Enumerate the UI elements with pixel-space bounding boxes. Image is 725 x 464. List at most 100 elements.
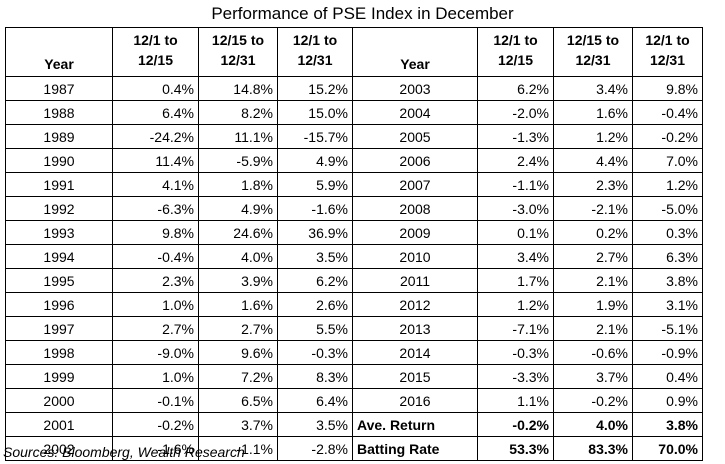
header-row: Year 12/1 to 12/15 12/15 to 12/31 12/1 to 1… <box>5 27 703 77</box>
dec-1-15-cell: -0.2% <box>112 412 199 437</box>
dec-15-31-cell: 4.9% <box>198 196 278 221</box>
year-cell: 1996 <box>5 292 113 317</box>
year-cell: 2015 <box>352 364 478 389</box>
dec-1-15-cell: -6.3% <box>112 196 199 221</box>
year-cell: 2016 <box>352 388 478 413</box>
dec-1-31-cell: -15.7% <box>277 124 353 149</box>
dec-1-15-cell: 1.7% <box>477 268 554 293</box>
performance-table: Year 12/1 to 12/15 12/15 to 12/31 12/1 to 1… <box>5 27 703 461</box>
header-period-1-left: 12/1 to 12/15 <box>112 27 199 77</box>
table-title: Performance of PSE Index in December <box>211 4 514 23</box>
dec-1-31-cell: -0.4% <box>632 100 703 125</box>
dec-1-15-cell: -2.0% <box>477 100 554 125</box>
dec-15-31-cell: 4.0% <box>553 412 633 437</box>
dec-15-31-cell: 8.2% <box>198 100 278 125</box>
header-year-right: Year <box>352 27 478 77</box>
year-cell: 1988 <box>5 100 113 125</box>
table-row: 1992 -6.3% 4.9% -1.6% 2008 -3.0% -2.1% -5.0% <box>5 196 703 221</box>
dec-15-31-cell: 1.8% <box>198 172 278 197</box>
dec-15-31-cell: 2.7% <box>198 316 278 341</box>
table-row: 1990 11.4% -5.9% 4.9% 2006 2.4% 4.4% 7.0% <box>5 148 703 173</box>
header-period-2-right: 12/15 to 12/31 <box>553 27 633 77</box>
dec-15-31-cell: 11.1% <box>198 124 278 149</box>
dec-15-31-cell: 2.3% <box>553 172 633 197</box>
dec-15-31-cell: 1.9% <box>553 292 633 317</box>
dec-1-31-cell: -5.1% <box>632 316 703 341</box>
year-cell: 2013 <box>352 316 478 341</box>
year-cell: 2000 <box>5 388 113 413</box>
dec-1-15-cell: 11.4% <box>112 148 199 173</box>
dec-1-15-cell: -0.3% <box>477 340 554 365</box>
year-cell: 1994 <box>5 244 113 269</box>
year-cell: 2001 <box>5 412 113 437</box>
year-cell: 2002 <box>5 436 113 461</box>
year-cell: 2008 <box>352 196 478 221</box>
dec-15-31-cell: 1.6% <box>553 100 633 125</box>
dec-1-31-cell: 1.2% <box>632 172 703 197</box>
dec-1-31-cell: 3.5% <box>277 412 353 437</box>
year-cell: 1989 <box>5 124 113 149</box>
year-cell: 2003 <box>352 76 478 101</box>
table-row: 1993 9.8% 24.6% 36.9% 2009 0.1% 0.2% 0.3% <box>5 220 703 245</box>
dec-1-15-cell: -24.2% <box>112 124 199 149</box>
dec-1-31-cell: 5.5% <box>277 316 353 341</box>
dec-1-15-cell: 2.4% <box>477 148 554 173</box>
dec-15-31-cell: 9.6% <box>198 340 278 365</box>
header-period-1-right: 12/1 to 12/15 <box>477 27 554 77</box>
table-row: 2002 -1.6% -1.1% -2.8% Batting Rate 53.3% 83.3… <box>5 436 703 461</box>
dec-15-31-cell: 0.2% <box>553 220 633 245</box>
dec-1-31-cell: -0.2% <box>632 124 703 149</box>
table-row: 2001 -0.2% 3.7% 3.5% Ave. Return -0.2% 4.0% 3.8… <box>5 412 703 437</box>
dec-15-31-cell: 4.4% <box>553 148 633 173</box>
dec-1-15-cell: 1.0% <box>112 364 199 389</box>
dec-1-15-cell: 4.1% <box>112 172 199 197</box>
dec-1-15-cell: -0.1% <box>112 388 199 413</box>
dec-1-15-cell: 3.4% <box>477 244 554 269</box>
dec-1-15-cell: 53.3% <box>477 436 554 461</box>
year-cell: 1992 <box>5 196 113 221</box>
dec-1-15-cell: -0.4% <box>112 244 199 269</box>
table-row: 1994 -0.4% 4.0% 3.5% 2010 3.4% 2.7% 6.3% <box>5 244 703 269</box>
dec-1-31-cell: 6.2% <box>277 268 353 293</box>
dec-15-31-cell: 2.1% <box>553 268 633 293</box>
dec-1-31-cell: 4.9% <box>277 148 353 173</box>
year-cell: 2014 <box>352 340 478 365</box>
year-cell: 1993 <box>5 220 113 245</box>
dec-1-31-cell: 3.8% <box>632 268 703 293</box>
table-row: 1996 1.0% 1.6% 2.6% 2012 1.2% 1.9% 3.1% <box>5 292 703 317</box>
dec-1-31-cell: 2.6% <box>277 292 353 317</box>
table-row: 1998 -9.0% 9.6% -0.3% 2014 -0.3% -0.6% -0.9% <box>5 340 703 365</box>
dec-1-15-cell: 2.3% <box>112 268 199 293</box>
dec-1-31-cell: 3.8% <box>632 412 703 437</box>
table-row: 1991 4.1% 1.8% 5.9% 2007 -1.1% 2.3% 1.2% <box>5 172 703 197</box>
dec-15-31-cell: -5.9% <box>198 148 278 173</box>
dec-15-31-cell: 3.9% <box>198 268 278 293</box>
dec-1-31-cell: 3.5% <box>277 244 353 269</box>
dec-1-15-cell: -1.6% <box>112 436 199 461</box>
dec-1-15-cell: -1.1% <box>477 172 554 197</box>
dec-1-15-cell: -0.2% <box>477 412 554 437</box>
year-cell: 1995 <box>5 268 113 293</box>
header-period-3-left: 12/1 to 12/31 <box>277 27 353 77</box>
dec-15-31-cell: 24.6% <box>198 220 278 245</box>
dec-1-15-cell: 1.2% <box>477 292 554 317</box>
dec-1-31-cell: -2.8% <box>277 436 353 461</box>
dec-15-31-cell: -0.6% <box>553 340 633 365</box>
year-cell: 1987 <box>5 76 113 101</box>
dec-1-31-cell: 0.4% <box>632 364 703 389</box>
dec-1-31-cell: 6.3% <box>632 244 703 269</box>
table-row: 1995 2.3% 3.9% 6.2% 2011 1.7% 2.1% 3.8% <box>5 268 703 293</box>
dec-1-31-cell: 15.0% <box>277 100 353 125</box>
year-cell: 2004 <box>352 100 478 125</box>
year-cell: 2007 <box>352 172 478 197</box>
year-cell: 2009 <box>352 220 478 245</box>
year-cell: 2006 <box>352 148 478 173</box>
year-cell: 2010 <box>352 244 478 269</box>
dec-1-15-cell: -7.1% <box>477 316 554 341</box>
table-row: 1999 1.0% 7.2% 8.3% 2015 -3.3% 3.7% 0.4% <box>5 364 703 389</box>
dec-1-15-cell: 1.0% <box>112 292 199 317</box>
year-cell: 1998 <box>5 340 113 365</box>
dec-1-31-cell: 8.3% <box>277 364 353 389</box>
year-cell: 1999 <box>5 364 113 389</box>
dec-15-31-cell: 1.6% <box>198 292 278 317</box>
